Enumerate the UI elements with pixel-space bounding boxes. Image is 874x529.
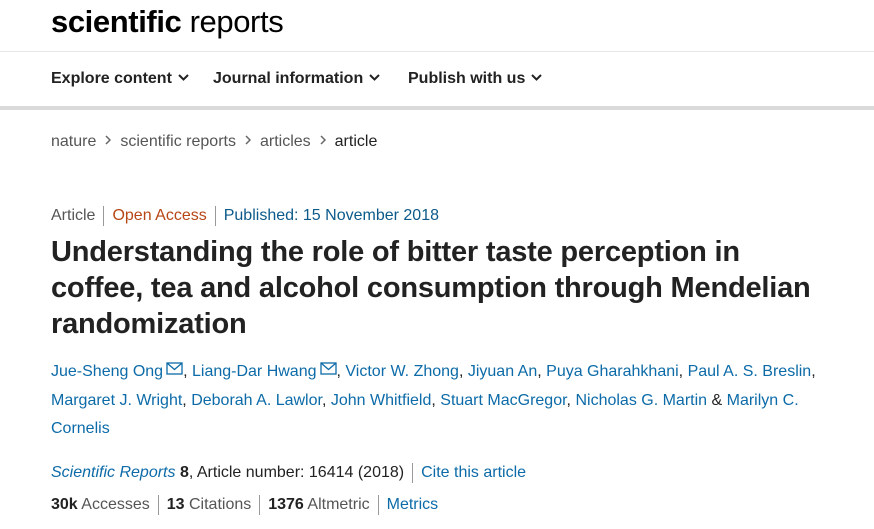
nav-journal-information[interactable]: Journal information <box>213 70 380 88</box>
article-meta: Article Open Access Published: 15 November… <box>51 206 439 226</box>
altmetric-count: 1376 <box>268 496 304 514</box>
article-title: Understanding the role of bitter taste p… <box>51 236 811 340</box>
author-link[interactable]: Jiyuan An <box>467 363 538 380</box>
article-type: Article <box>51 207 96 225</box>
nav-publish-with-us[interactable]: Publish with us <box>408 70 543 88</box>
breadcrumb: nature scientific reports articles article <box>51 133 377 151</box>
author-link[interactable]: Victor W. Zhong <box>345 363 459 380</box>
citation-line: Scientific Reports 8, Article number: 16… <box>51 463 526 483</box>
author-link[interactable]: Jue-Sheng Ong <box>51 363 164 380</box>
article-number: , Article number: 16414 (2018) <box>188 464 405 482</box>
meta-divider <box>214 206 216 226</box>
citations-count: 13 <box>166 496 185 514</box>
chevron-right-icon <box>105 135 112 145</box>
metrics-divider <box>157 495 159 515</box>
chevron-down-icon <box>369 74 380 82</box>
metrics-divider <box>259 495 261 515</box>
author-link[interactable]: Deborah A. Lawlor <box>191 391 322 409</box>
metrics-divider <box>377 495 379 515</box>
citations-label: Citations <box>188 496 252 514</box>
logo-bold-text: scientific <box>51 4 182 39</box>
cite-article-link[interactable]: Cite this article <box>421 464 527 482</box>
chevron-right-icon <box>320 135 326 145</box>
nav-explore-content-label: Explore content <box>51 70 172 87</box>
breadcrumb-scientific-reports[interactable]: scientific reports <box>120 133 236 150</box>
author-conjunction: & <box>711 391 723 409</box>
author-link[interactable]: Puya Gharahkhani <box>546 363 679 380</box>
breadcrumb-nature[interactable]: nature <box>51 133 97 150</box>
accesses-count: 30k <box>51 496 78 514</box>
author-link[interactable]: Marilyn C. Cornelis <box>51 391 799 438</box>
altmetric-label: Altmetric <box>307 496 370 514</box>
accesses-label: Accesses <box>81 496 150 514</box>
journal-name[interactable]: Scientific Reports <box>51 464 176 482</box>
mail-icon[interactable] <box>319 362 337 375</box>
logo-light-text: reports <box>189 4 284 39</box>
author-link[interactable]: Stuart MacGregor <box>440 391 567 409</box>
chevron-right-icon <box>245 135 251 145</box>
author-link[interactable]: Margaret J. Wright <box>51 391 183 409</box>
metrics-bar: 30k Accesses 13 Citations 1376 Altmetric Me… <box>51 495 438 515</box>
volume-number: 8 <box>179 464 189 482</box>
chevron-down-icon <box>178 74 189 82</box>
metrics-link[interactable]: Metrics <box>386 496 439 514</box>
nav-journal-information-label: Journal information <box>213 70 364 87</box>
chevron-down-icon <box>531 74 543 82</box>
citation-divider <box>412 463 414 483</box>
main-nav: Explore content Journal information Publ… <box>0 52 874 110</box>
site-logo[interactable]: scientific reports <box>51 4 284 40</box>
author-link[interactable]: John Whitfield <box>330 391 432 409</box>
open-access-label: Open Access <box>112 207 207 225</box>
nav-explore-content[interactable]: Explore content <box>51 70 189 88</box>
author-list: Jue-Sheng Ong, Liang-Dar Hwang, Victor W… <box>51 362 816 438</box>
breadcrumb-articles[interactable]: articles <box>259 133 311 150</box>
nav-publish-with-us-label: Publish with us <box>408 70 526 87</box>
breadcrumb-current: article <box>334 133 378 150</box>
mail-icon[interactable] <box>166 362 183 375</box>
author-link[interactable]: Nicholas G. Martin <box>575 391 708 409</box>
meta-divider <box>103 206 105 226</box>
author-link[interactable]: Liang-Dar Hwang <box>191 363 317 380</box>
published-date: Published: 15 November 2018 <box>223 207 439 225</box>
author-link[interactable]: Paul A. S. Breslin <box>687 363 812 380</box>
site-header: scientific reports <box>0 0 874 52</box>
